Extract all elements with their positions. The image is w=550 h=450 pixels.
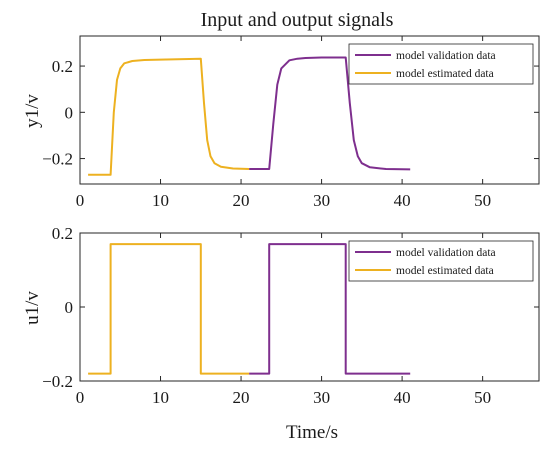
legend-label: model validation data <box>396 247 496 259</box>
x-tick-label: 0 <box>76 388 85 407</box>
top-legend: model validation data model estimated dat… <box>348 43 534 85</box>
top-panel: 0 10 20 30 40 50 −0.2 0 0.2 model validation data… <box>42 35 540 210</box>
y-tick-label: 0.2 <box>52 224 73 243</box>
y-axis-label-bottom: u1/v <box>22 291 43 325</box>
x-tick-label: 20 <box>233 388 250 407</box>
bottom-legend: model validation data model estimated dat… <box>348 240 534 282</box>
legend-box <box>348 43 534 85</box>
x-tick-label: 30 <box>313 191 330 210</box>
top-series-validation-line <box>249 56 411 171</box>
x-tick-label: 50 <box>474 191 491 210</box>
y-tick-label: −0.2 <box>42 150 73 169</box>
y-tick-label: 0.2 <box>52 57 73 76</box>
x-tick-label: 10 <box>152 191 169 210</box>
chart-title: Input and output signals <box>201 9 394 31</box>
top-axes-frame <box>79 35 540 185</box>
x-tick-label: 10 <box>152 388 169 407</box>
y-tick-label: −0.2 <box>42 372 73 391</box>
x-tick-label: 50 <box>474 388 491 407</box>
x-axis-label: Time/s <box>286 422 338 443</box>
legend-label: model estimated data <box>396 265 494 277</box>
legend-box <box>348 240 534 282</box>
x-tick-label: 30 <box>313 388 330 407</box>
x-tick-label: 40 <box>394 191 411 210</box>
x-tick-label: 20 <box>233 191 250 210</box>
y-axis-label-top: y1/v <box>22 94 43 128</box>
legend-label: model validation data <box>396 50 496 62</box>
bottom-series-validation-line <box>249 243 411 375</box>
legend-label: model estimated data <box>396 68 494 80</box>
x-tick-label: 0 <box>76 191 85 210</box>
bottom-series-estimated-line <box>88 243 250 375</box>
top-series-estimated-line <box>88 57 250 176</box>
y-tick-label: 0 <box>65 103 74 122</box>
x-tick-label: 40 <box>394 388 411 407</box>
y-tick-label: 0 <box>65 298 74 317</box>
